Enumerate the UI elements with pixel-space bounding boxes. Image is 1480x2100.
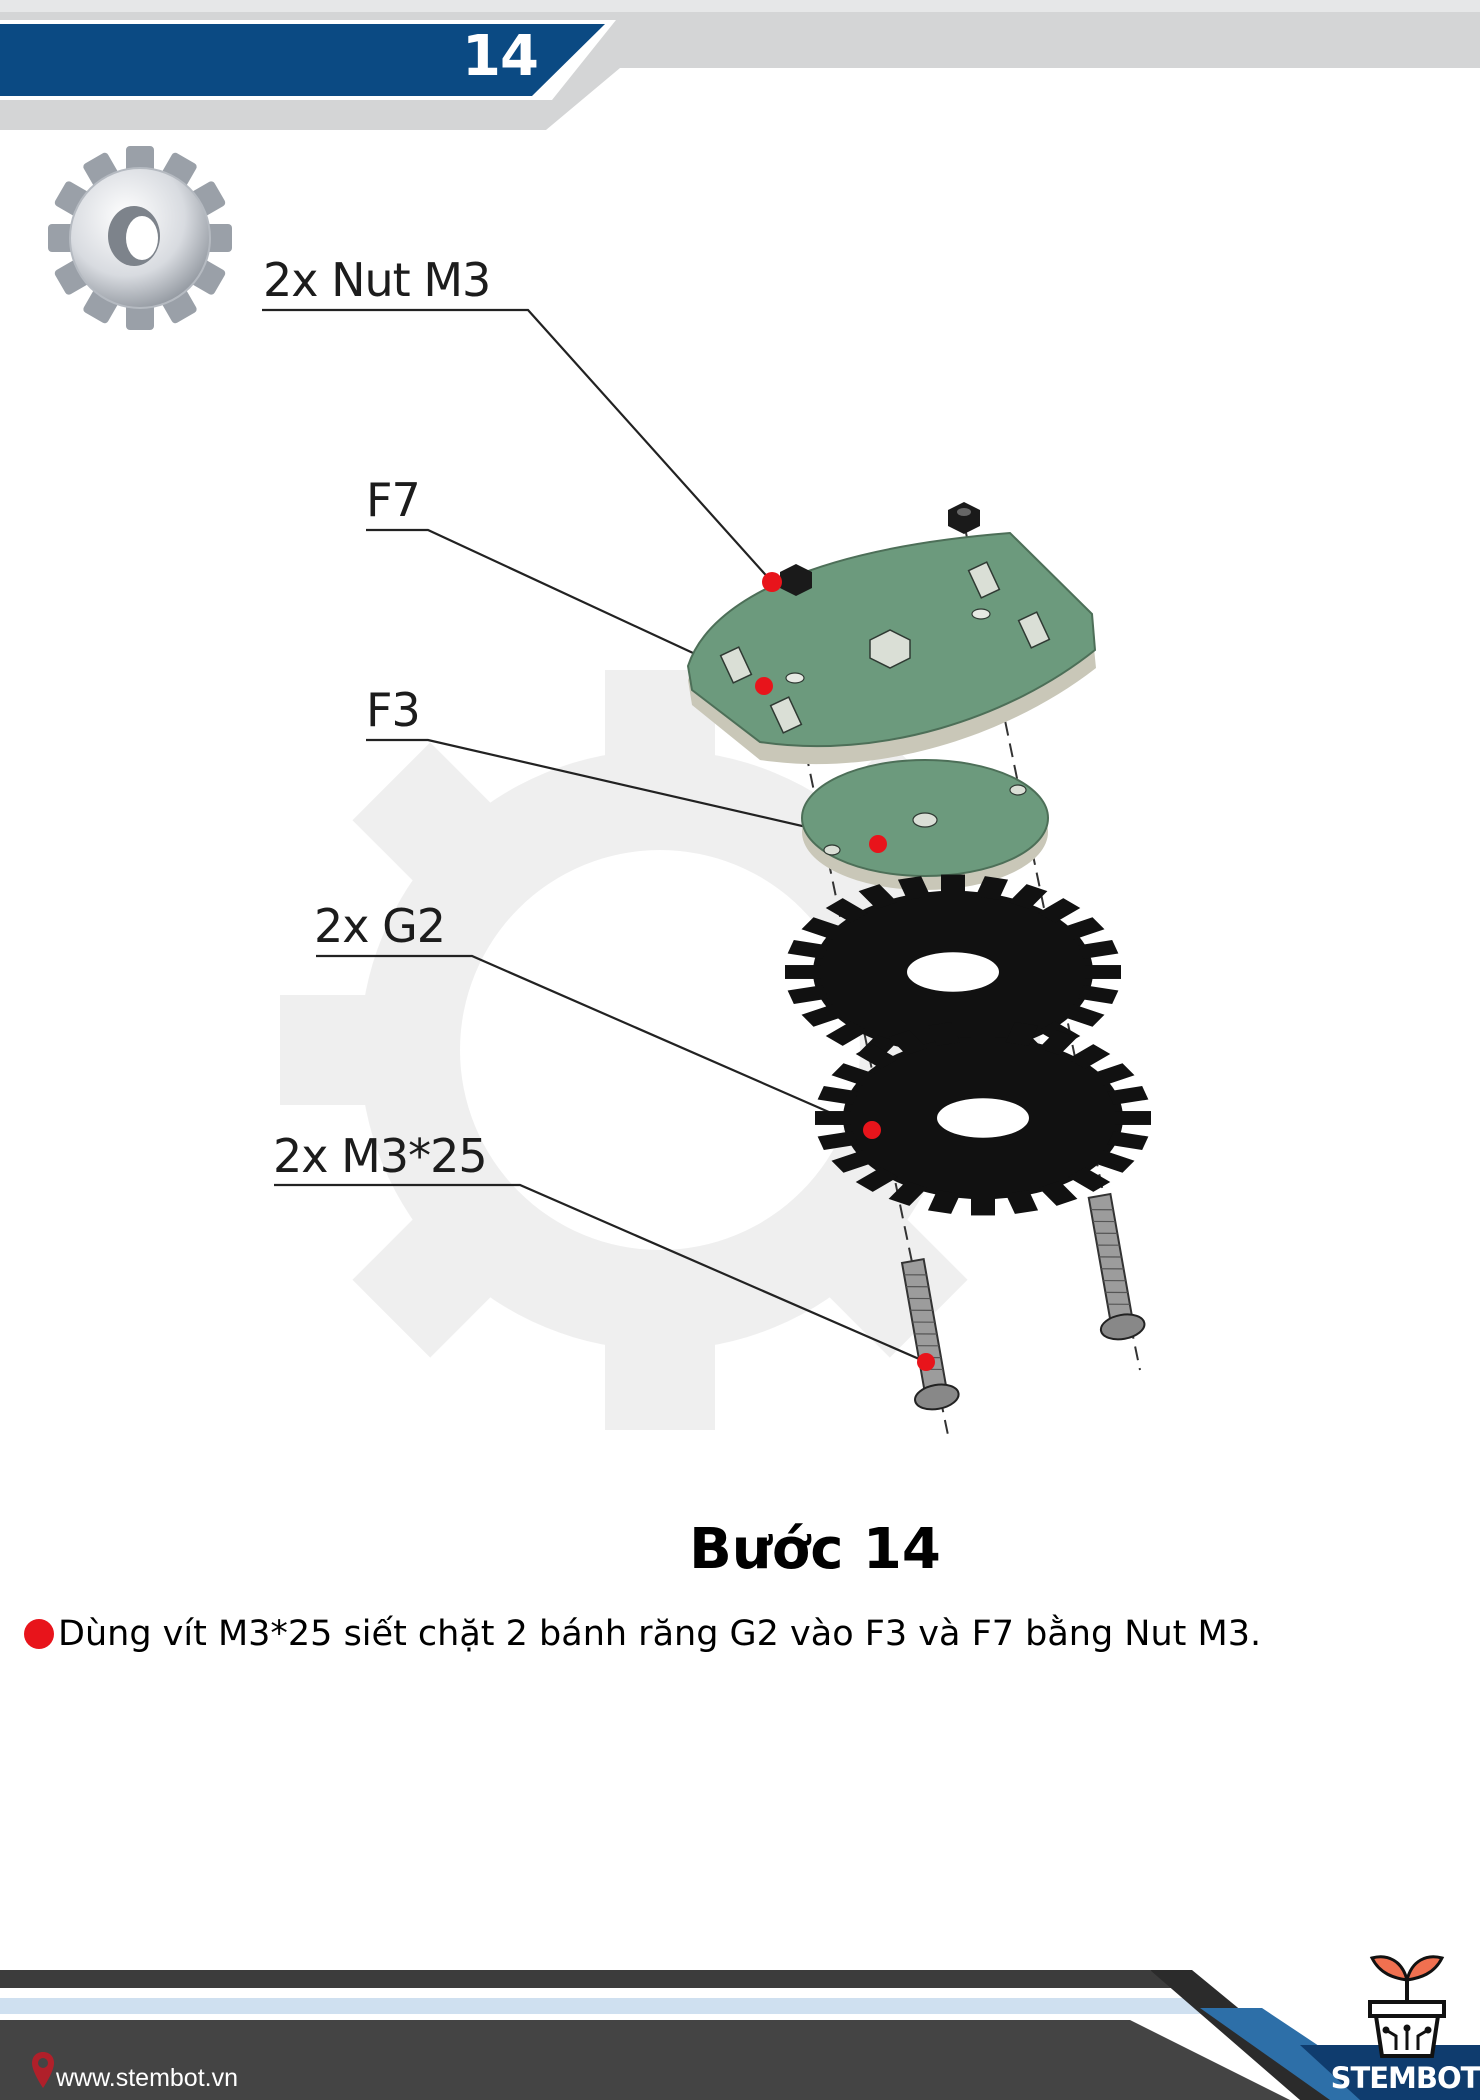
leader-line-nut [262,308,773,583]
callout-label-f7: F7 [366,473,421,527]
nut-m3 [780,502,980,596]
assembly-diagram [48,146,1151,1436]
plant-robot-logo-icon [1368,1955,1446,2058]
step-title: Bước 14 [689,1517,941,1582]
header-banner [0,0,1480,130]
callout-label-nut: 2x Nut M3 [263,253,491,307]
marker-nut [762,572,782,592]
f3-plate [801,759,1049,890]
marker-f3 [869,835,887,853]
website-link[interactable]: www.stembot.vn [56,2064,239,2092]
gear-icon [48,146,232,330]
callout-label-f3: F3 [366,683,421,737]
brand-name: STEMBOT [1330,2061,1480,2095]
step-instruction-text: Dùng vít M3*25 siết chặt 2 bánh răng G2 … [58,1614,1262,1654]
location-pin-icon [32,2052,54,2088]
leader-line-g2 [316,954,871,1132]
f7-plate [686,531,1097,765]
callout-label-screw: 2x M3*25 [273,1129,488,1183]
g2-gear-lower [815,1020,1151,1216]
step-instruction: Dùng vít M3*25 siết chặt 2 bánh răng G2 … [24,1606,1464,1662]
marker-screw [917,1353,935,1371]
g2-gear-upper [785,874,1121,1070]
callout-label-g2: 2x G2 [314,899,446,953]
marker-g2 [863,1121,881,1139]
leader-line-f3 [366,738,877,845]
leader-line-screw [274,1183,927,1364]
leader-line-f7 [366,528,763,686]
page-number: 14 [462,24,539,89]
footer-banner [0,1970,1480,2100]
screw-m3x25 [900,1192,1146,1411]
marker-f7 [755,677,773,695]
bullet-icon [24,1619,54,1649]
